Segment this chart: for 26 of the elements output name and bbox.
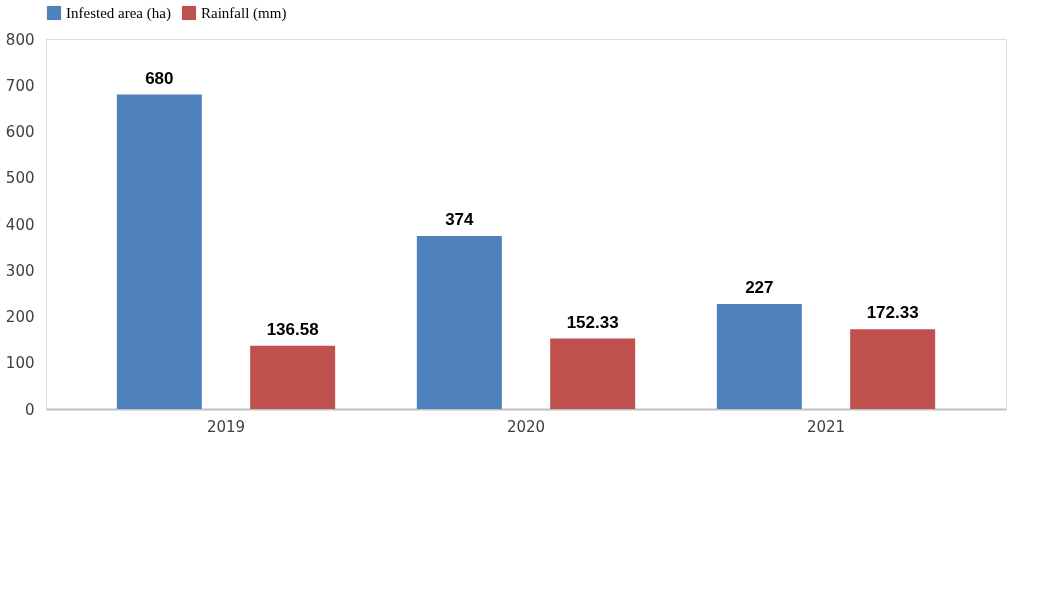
bar: [250, 345, 336, 409]
x-tick-label: 2020: [506, 417, 546, 436]
bar: [116, 94, 202, 409]
y-tick-label: 500: [5, 169, 35, 188]
x-tick-label: 2019: [206, 417, 246, 436]
data-label: 680: [145, 68, 174, 88]
x-tick-label: 2021: [806, 417, 846, 436]
y-tick-label: 400: [5, 215, 35, 234]
data-label: 136.58: [266, 319, 319, 339]
legend-label: Infested area (ha): [66, 5, 171, 22]
y-tick-label: 300: [5, 261, 35, 280]
data-label: 172.33: [866, 303, 919, 323]
y-tick-label: 600: [5, 123, 35, 141]
y-tick-label: 800: [5, 30, 35, 49]
y-tick-label: 200: [5, 308, 35, 326]
y-tick-label: 100: [5, 354, 35, 373]
y-tick-label: 700: [5, 76, 35, 95]
bar: [416, 236, 502, 409]
data-label: 152.33: [566, 312, 619, 332]
bar: [550, 338, 636, 409]
data-label: 374: [445, 210, 475, 230]
bar: [716, 304, 802, 409]
legend-label: Rainfall (mm): [201, 5, 287, 22]
data-label: 227: [745, 278, 774, 298]
bar: [850, 329, 936, 409]
y-tick-label: 0: [24, 400, 35, 419]
